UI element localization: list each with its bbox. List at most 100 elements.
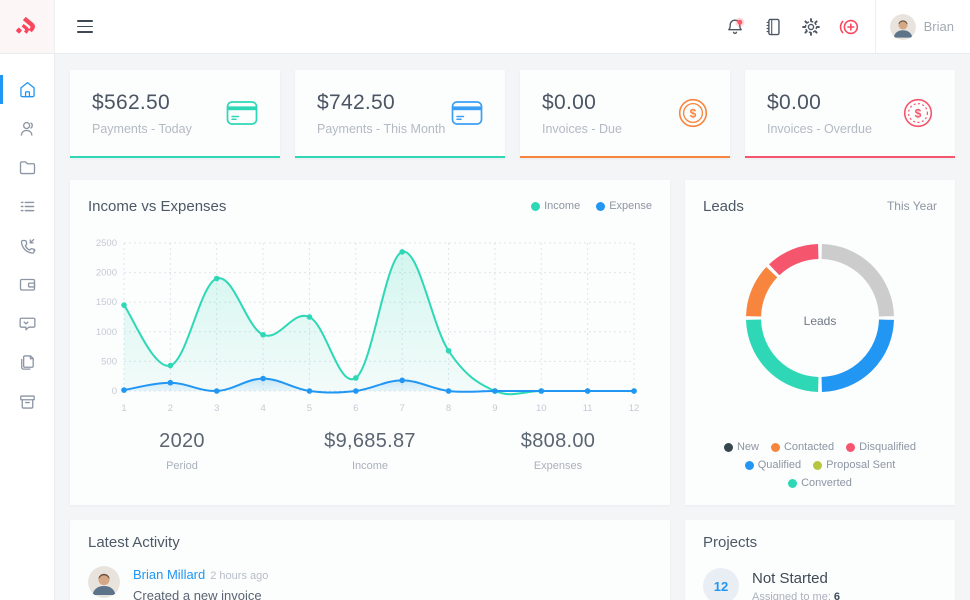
legend-item-contacted[interactable]: Contacted [770, 441, 835, 453]
sidebar-item-archive[interactable] [0, 382, 54, 421]
legend-label: Contacted [783, 441, 835, 453]
archive-box-icon [19, 395, 35, 409]
stat-label: Payments - Today [92, 121, 192, 136]
svg-text:11: 11 [583, 403, 593, 414]
pages-icon [20, 355, 34, 370]
home-icon [19, 82, 35, 98]
sidebar-item-documents[interactable] [0, 343, 54, 382]
donut-segment-qualified[interactable] [821, 319, 894, 392]
summary-expenses: $808.00 Expenses [464, 430, 652, 472]
leads-period-label: This Year [886, 199, 937, 213]
donut-segment-disqualified[interactable] [769, 244, 819, 276]
gear-icon [801, 17, 820, 36]
menu-toggle-button[interactable] [71, 14, 99, 38]
credit-card-icon [451, 101, 483, 125]
leads-donut-chart: Leads [740, 238, 900, 403]
legend-item-new[interactable]: New [723, 441, 759, 453]
sidebar-item-contacts[interactable] [0, 109, 54, 148]
sidebar-item-tasks[interactable] [0, 187, 54, 226]
stat-card-invoices-due: $0.00 Invoices - Due $ [520, 70, 730, 158]
legend-item-expense[interactable]: Expense [596, 200, 652, 212]
sidebar-item-files[interactable] [0, 148, 54, 187]
activity-time: 2 hours ago [210, 570, 269, 582]
folder-icon [19, 161, 35, 175]
summary-value: 2020 [159, 430, 205, 452]
donut-segment-converted[interactable] [746, 319, 819, 392]
coin-dollar-icon: $ [678, 98, 708, 128]
income-expenses-panel: Income vs Expenses Income Expense 0 500 10… [70, 180, 670, 505]
legend-label: Disqualified [859, 441, 917, 453]
bell-icon [727, 17, 745, 34]
app-logo[interactable] [0, 0, 55, 53]
svg-text:3: 3 [214, 403, 219, 414]
summary-value: $808.00 [520, 430, 596, 452]
svg-text:$: $ [915, 106, 922, 120]
stat-value: $0.00 [767, 90, 822, 114]
legend-label: Converted [801, 477, 852, 489]
credit-card-icon [226, 101, 258, 125]
summary-label: Expenses [533, 460, 583, 472]
stat-card-invoices-overdue: $0.00 Invoices - Overdue $ [745, 70, 955, 158]
legend-dot [770, 442, 780, 452]
svg-text:500: 500 [101, 356, 117, 367]
sidebar [0, 54, 55, 600]
latest-activity-panel: Latest Activity Brian Millard 2 hours ago [70, 520, 670, 600]
stat-card-payments-today: $562.50 Payments - Today [70, 70, 280, 158]
legend-label: Income [544, 200, 581, 212]
project-status-label: Not Started [752, 569, 828, 587]
legend-dot [846, 442, 856, 452]
quick-add-button[interactable] [833, 11, 865, 43]
sidebar-item-messages[interactable] [0, 304, 54, 343]
donut-segment-new[interactable] [821, 244, 894, 317]
stat-label: Invoices - Overdue [767, 121, 872, 136]
sidebar-item-payments[interactable] [0, 265, 54, 304]
legend-dot [531, 201, 541, 211]
legend-item-disqualified[interactable]: Disqualified [846, 441, 916, 453]
settings-button[interactable] [795, 11, 827, 43]
avatar [889, 13, 916, 40]
project-status-item: 12 Not Started Assigned to me: 6 [703, 568, 937, 600]
legend-item-proposal-sent[interactable]: Proposal Sent [813, 459, 895, 471]
legend-label: New [736, 441, 759, 453]
activity-avatar [88, 566, 120, 598]
chart-legend: Income Expense [531, 200, 652, 212]
svg-text:12: 12 [629, 403, 640, 414]
svg-text:10: 10 [536, 403, 547, 414]
assigned-value: 6 [833, 590, 840, 600]
user-icon [20, 121, 33, 136]
legend-item-income[interactable]: Income [531, 200, 580, 212]
user-menu[interactable]: Brian [876, 0, 970, 53]
legend-item-qualified[interactable]: Qualified [744, 459, 801, 471]
coin-dollar-dotted-icon: $ [903, 98, 933, 128]
svg-text:1: 1 [121, 403, 126, 414]
legend-dot [788, 478, 798, 488]
stat-value: $742.50 [317, 90, 396, 114]
activity-item: Brian Millard 2 hours ago Created a new i… [88, 566, 652, 600]
legend-item-converted[interactable]: Converted [788, 477, 852, 489]
sidebar-item-home[interactable] [0, 70, 54, 109]
topbar: Brian [0, 0, 970, 54]
sidebar-item-calls[interactable] [0, 226, 54, 265]
assigned-label: Assigned to me: [752, 590, 831, 600]
notifications-button[interactable] [719, 11, 751, 43]
activity-user-link[interactable]: Brian Millard [133, 567, 206, 582]
contacts-book-button[interactable] [757, 11, 789, 43]
main-content: $562.50 Payments - Today $742.50 Payment… [55, 54, 970, 600]
topbar-divider [874, 0, 876, 53]
summary-label: Period [166, 460, 198, 472]
projects-panel: Projects 12 Not Started Assigned to me: 6 [685, 520, 955, 600]
summary-income: $9,685.87 Income [276, 430, 464, 472]
add-circle-icon [839, 19, 858, 34]
summary-period: 2020 Period [88, 430, 276, 472]
legend-dot [744, 460, 754, 470]
svg-text:0: 0 [112, 386, 117, 397]
svg-text:6: 6 [353, 403, 358, 414]
chart-summary-row: 2020 Period $9,685.87 Income $808.00 Exp… [88, 430, 652, 472]
notification-badge [737, 19, 742, 25]
stat-cards-row: $562.50 Payments - Today $742.50 Payment… [70, 70, 955, 158]
stat-value: $562.50 [92, 90, 171, 114]
project-assigned: Assigned to me: 6 [752, 591, 840, 600]
donut-segment-contacted[interactable] [746, 267, 778, 317]
svg-text:2000: 2000 [96, 268, 117, 279]
